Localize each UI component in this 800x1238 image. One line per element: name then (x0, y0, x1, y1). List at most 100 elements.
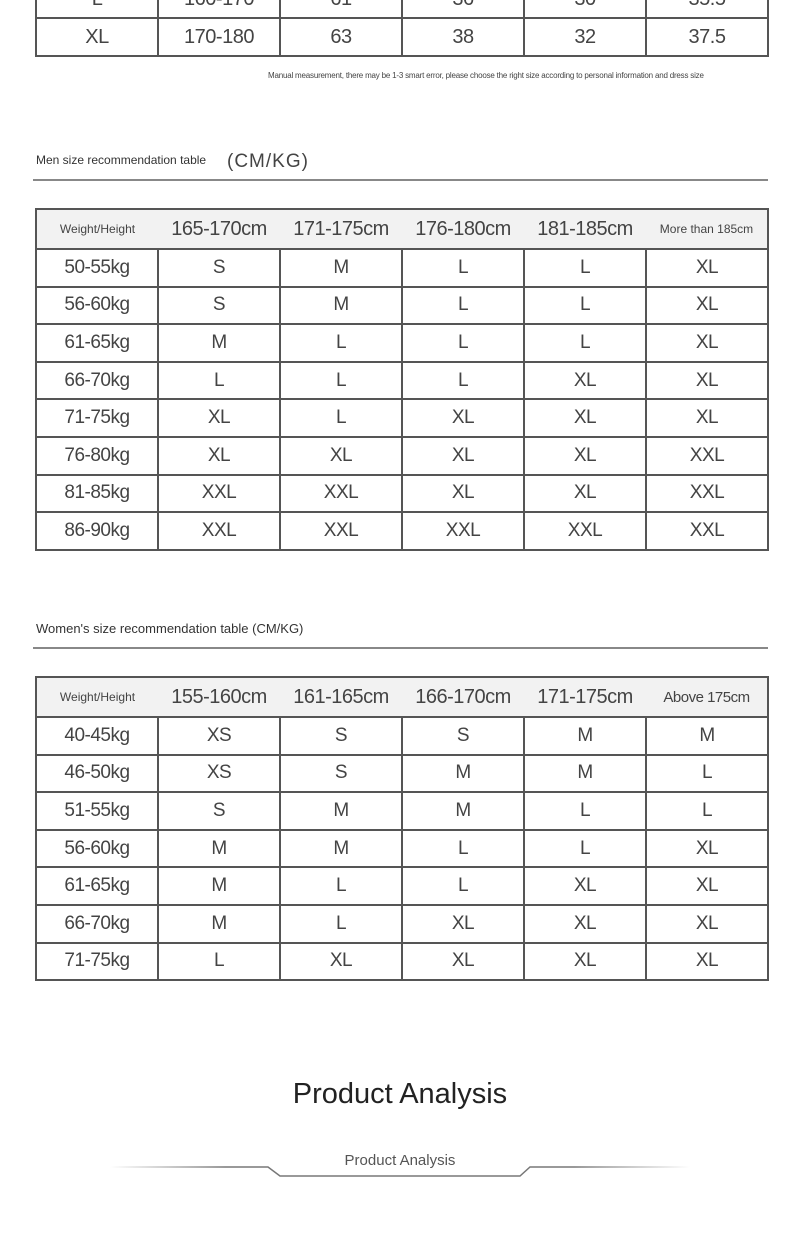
table-cell: 66-70kg (35, 903, 159, 944)
table-row: L160-17061363035.5 (35, 0, 769, 19)
table-cell: L (279, 360, 403, 401)
table-cell: M (279, 285, 403, 326)
table-cell: S (157, 285, 281, 326)
table-row: 81-85kg XXL XXL XL XL XXL (35, 473, 769, 514)
table-cell: L (645, 791, 769, 831)
table-cell: 81-85kg (35, 473, 159, 514)
column-header: 181-185cm (524, 208, 646, 250)
table-cell: L (523, 285, 647, 326)
table-cell: 61 (279, 0, 403, 19)
table-cell: XL (645, 323, 769, 363)
table-cell: 40-45kg (35, 716, 159, 756)
table-cell: M (157, 323, 281, 363)
table-cell: XL (157, 435, 281, 476)
section-subheading: Product Analysis (344, 1152, 456, 1169)
table-cell: M (401, 753, 525, 794)
table-cell: XL (645, 360, 769, 401)
table-cell: XXL (523, 511, 647, 551)
table-cell: XL (645, 285, 769, 326)
column-header: 166-170cm (402, 676, 524, 718)
table-cell: XL (523, 435, 647, 476)
table-cell: 170-180 (157, 17, 281, 57)
table-cell: 50-55kg (35, 248, 159, 288)
table-row: 71-75kg L XL XL XL XL (35, 941, 769, 982)
table-cell: 35.5 (645, 0, 769, 19)
table-cell: XXL (279, 511, 403, 551)
table-cell: L (523, 828, 647, 869)
column-header: 171-175cm (280, 208, 402, 250)
table-cell: L (401, 285, 525, 326)
table-cell: XS (157, 753, 281, 794)
table-cell: XL (645, 941, 769, 982)
table-cell: M (157, 903, 281, 944)
table-cell: XL (645, 398, 769, 438)
header-row: Weight/Height 155-160cm 161-165cm 166-170cm… (35, 676, 769, 718)
table-cell: 37.5 (645, 17, 769, 57)
table-row: 76-80kg XL XL XL XL XXL (35, 435, 769, 476)
header-row: Weight/Height 165-170cm 171-175cm 176-180cm… (35, 208, 769, 250)
table-cell: L (401, 323, 525, 363)
table-cell: 46-50kg (35, 753, 159, 794)
column-header: 161-165cm (280, 676, 402, 718)
table-cell: 63 (279, 17, 403, 57)
divider (33, 647, 768, 649)
table-cell: L (279, 323, 403, 363)
table-cell: 30 (523, 0, 647, 19)
table-cell: XL (401, 435, 525, 476)
table-cell: XL (523, 903, 647, 944)
table-row: 61-65kg M L L XL XL (35, 866, 769, 906)
table-cell: L (157, 360, 281, 401)
table-row: 51-55kg S M M L L (35, 791, 769, 831)
column-header: 165-170cm (158, 208, 280, 250)
divider (33, 179, 768, 181)
table-cell: L (157, 941, 281, 982)
men-size-table: Weight/Height 165-170cm 171-175cm 176-180cm… (35, 208, 769, 551)
table-cell: 56-60kg (35, 285, 159, 326)
table-cell: M (157, 866, 281, 906)
table-cell: M (401, 791, 525, 831)
table-cell: 66-70kg (35, 360, 159, 401)
men-table-title: Men size recommendation table (36, 153, 207, 167)
column-header: 155-160cm (158, 676, 280, 718)
table-row: XL 170-180 63 38 32 37.5 (35, 17, 769, 57)
table-cell: L (279, 866, 403, 906)
table-cell: L (279, 903, 403, 944)
table-cell: 38 (401, 17, 525, 57)
table-cell: L (523, 791, 647, 831)
table-cell: XL (523, 360, 647, 401)
table-cell: XL (157, 398, 281, 438)
column-header: 171-175cm (524, 676, 646, 718)
men-table-unit: (CM/KG) (227, 151, 309, 172)
table-cell: XXL (401, 511, 525, 551)
table-cell: L (401, 828, 525, 869)
column-header: 176-180cm (402, 208, 524, 250)
table-cell: 56-60kg (35, 828, 159, 869)
table-cell: L (401, 866, 525, 906)
table-cell: XL (645, 828, 769, 869)
table-cell: XL (523, 941, 647, 982)
table-row: 56-60kg S M L L XL (35, 285, 769, 326)
table-cell: XL (645, 866, 769, 906)
table-cell: 51-55kg (35, 791, 159, 831)
table-cell: 61-65kg (35, 323, 159, 363)
table-cell: XL (279, 435, 403, 476)
table-cell: M (645, 716, 769, 756)
table-cell: XXL (645, 435, 769, 476)
table-cell: L (523, 323, 647, 363)
table-cell: S (279, 716, 403, 756)
table-cell: XL (279, 941, 403, 982)
table-cell: 86-90kg (35, 511, 159, 551)
column-header: Weight/Height (35, 208, 158, 250)
table-cell: XL (645, 248, 769, 288)
table-cell: XXL (645, 473, 769, 514)
table-row: 40-45kg XS S S M M (35, 716, 769, 756)
table-cell: XL (401, 941, 525, 982)
table-cell: XL (35, 17, 159, 57)
table-cell: M (279, 791, 403, 831)
table-row: 66-70kg M L XL XL XL (35, 903, 769, 944)
table-row: 66-70kg L L L XL XL (35, 360, 769, 401)
column-header: More than 185cm (646, 208, 769, 250)
table-row: 56-60kg M M L L XL (35, 828, 769, 869)
decorative-banner-line (110, 1166, 690, 1177)
table-cell: 71-75kg (35, 941, 159, 982)
